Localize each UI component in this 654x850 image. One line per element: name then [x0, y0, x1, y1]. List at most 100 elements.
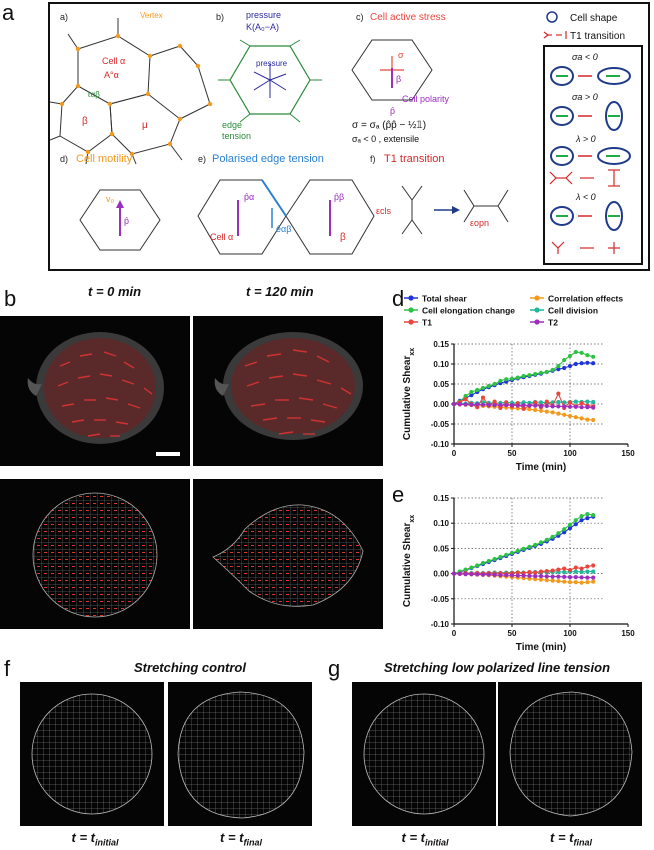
- data-point: [567, 526, 573, 531]
- sub-e-tag: e): [198, 154, 206, 164]
- data-point: [515, 375, 520, 380]
- b-time-0: t = 0 min: [88, 284, 142, 299]
- data-point: [486, 402, 491, 407]
- y-tick-label: 0.05: [433, 380, 449, 389]
- data-point: [538, 403, 544, 409]
- edge-tension-label-2: tension: [222, 131, 251, 141]
- legend-label: T1: [422, 318, 432, 328]
- motility-title: Cell motility: [76, 153, 133, 165]
- sub-f-tag: f): [370, 154, 376, 164]
- data-point: [527, 544, 532, 549]
- f-initial-image: [20, 682, 164, 826]
- data-point: [567, 353, 573, 359]
- micrograph-t0: [0, 316, 190, 466]
- panel-a-frame: [48, 2, 650, 271]
- v0-label: v₀: [106, 194, 115, 204]
- sub-d-tag: d): [60, 154, 68, 164]
- subpanel-d-motility: d) Cell motility v₀ p̂: [60, 153, 161, 251]
- data-point: [533, 403, 538, 408]
- data-point: [567, 575, 573, 580]
- data-point: [591, 354, 596, 359]
- micrograph-t120: [193, 316, 383, 466]
- data-point: [573, 575, 578, 580]
- x-tick-label: 0: [452, 629, 457, 638]
- simulation-t0: [0, 479, 190, 629]
- legend-label: Cell elongation change: [422, 306, 515, 316]
- data-point: [591, 399, 596, 405]
- data-point: [573, 565, 578, 570]
- data-point: [556, 363, 561, 369]
- data-point: [533, 574, 538, 579]
- data-point: [469, 393, 474, 398]
- data-point: [492, 556, 497, 562]
- sigma-label: σ: [398, 50, 404, 60]
- data-point: [451, 571, 457, 576]
- data-point: [469, 389, 474, 395]
- data-point: [480, 402, 486, 407]
- legend-swatch-marker: [534, 307, 540, 313]
- data-point: [567, 400, 573, 405]
- data-point: [475, 387, 480, 393]
- data-point: [521, 403, 526, 408]
- data-point: [515, 573, 520, 578]
- data-point: [562, 404, 567, 409]
- data-point: [573, 569, 578, 574]
- series-line: [453, 513, 594, 575]
- x-tick-label: 50: [508, 449, 517, 458]
- edge-tension-title: Polarised edge tension: [212, 153, 324, 165]
- beta-label: β: [82, 116, 88, 127]
- g-final-image: [498, 682, 642, 826]
- data-point: [486, 558, 491, 564]
- sub-a-tag: a): [60, 12, 68, 22]
- p-alpha-label: p̂α: [244, 192, 254, 202]
- pressure-title: pressure: [246, 10, 281, 20]
- data-point: [562, 566, 567, 571]
- data-point: [538, 569, 544, 574]
- data-point: [527, 569, 532, 575]
- panel-label-d: d: [392, 286, 405, 311]
- legend-label: Cell division: [548, 306, 598, 316]
- data-point: [469, 565, 474, 570]
- y-tick-label: -0.10: [431, 440, 450, 449]
- data-point: [509, 573, 515, 578]
- data-point: [573, 518, 578, 523]
- data-point: [585, 516, 590, 521]
- sub-c-tag: c): [356, 12, 364, 22]
- data-point: [591, 569, 596, 574]
- data-point: [591, 563, 596, 568]
- data-point: [544, 574, 549, 579]
- data-point: [533, 570, 538, 575]
- data-point: [515, 548, 520, 554]
- data-point: [591, 361, 596, 366]
- vertex-label: Vertex: [140, 11, 163, 20]
- data-point: [585, 405, 590, 410]
- subpanel-a-vertex-model: a) Vertex Cell α A°α ℓαβ β μ: [50, 11, 213, 165]
- data-point: [585, 417, 590, 422]
- data-point: [469, 402, 474, 407]
- data-point: [562, 400, 567, 405]
- beta-polarity-label: β: [396, 74, 401, 84]
- f-t-final: t = tfinal: [220, 830, 262, 848]
- data-point: [579, 518, 584, 523]
- data-point: [544, 578, 549, 583]
- data-point: [480, 385, 486, 391]
- data-point: [573, 404, 578, 409]
- y-tick-label: 0.10: [433, 360, 449, 369]
- y-tick-label: -0.05: [431, 420, 450, 429]
- data-point: [579, 416, 584, 421]
- edge-length-label: ℓαβ: [87, 90, 100, 99]
- data-point: [463, 393, 468, 399]
- g-title: Stretching low polarized line tension: [383, 660, 611, 675]
- f-final-image: [168, 682, 312, 826]
- data-point: [463, 397, 468, 402]
- data-point: [556, 411, 561, 416]
- data-point: [567, 522, 573, 527]
- data-point: [562, 412, 567, 417]
- e-alpha-beta-label: êαβ: [276, 224, 291, 234]
- x-tick-label: 100: [563, 629, 577, 638]
- data-point: [562, 365, 567, 371]
- data-point: [562, 530, 567, 535]
- data-point: [544, 369, 549, 375]
- data-point: [527, 373, 532, 378]
- data-point: [544, 409, 549, 414]
